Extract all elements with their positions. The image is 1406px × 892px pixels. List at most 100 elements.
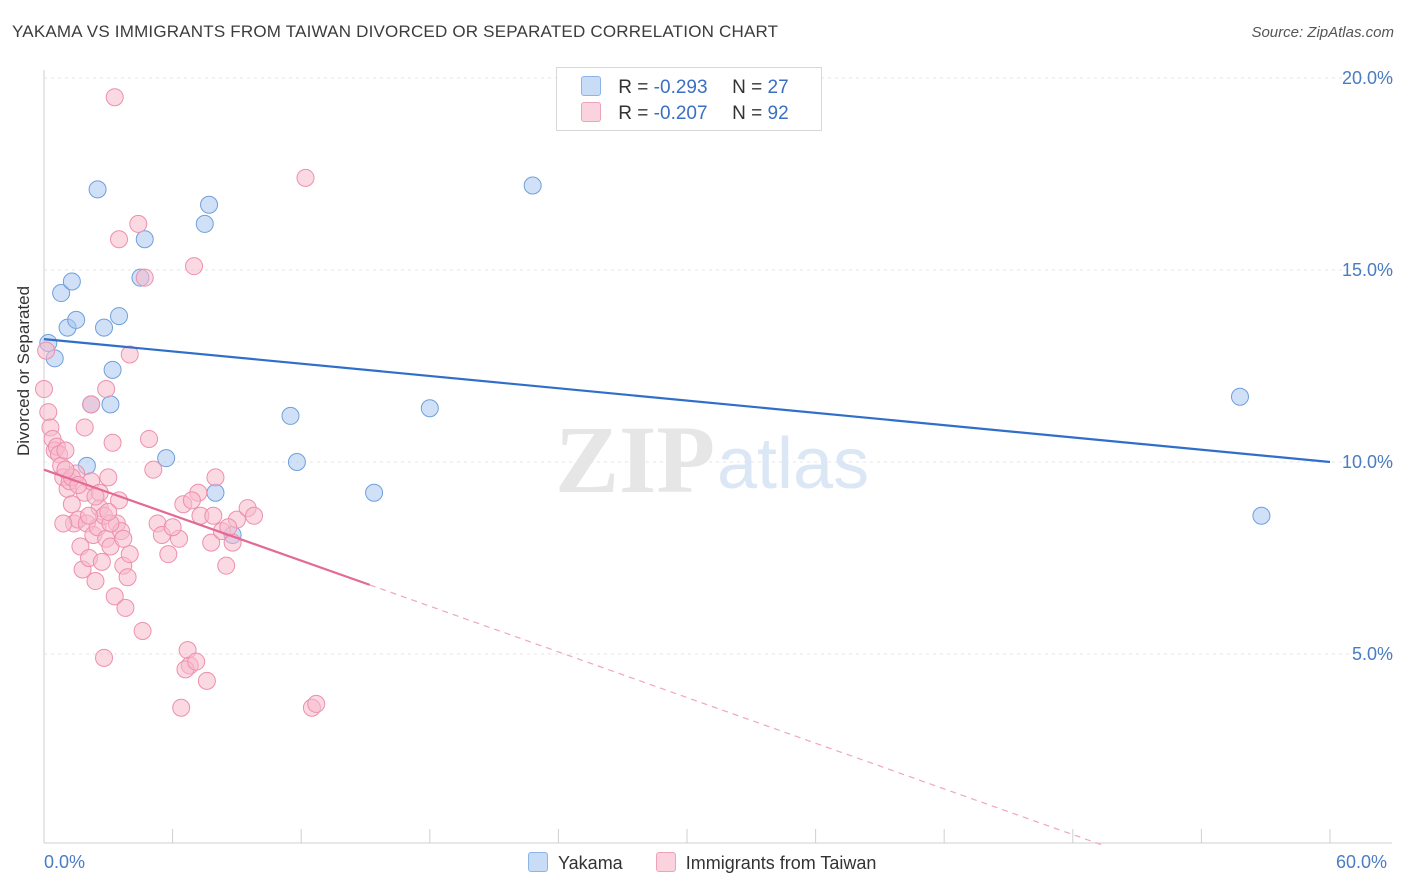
point-taiwan (114, 529, 133, 548)
point-yakama (52, 284, 71, 303)
chart-source: Source: ZipAtlas.com (1251, 24, 1394, 41)
legend-n-value: 92 (767, 103, 789, 124)
chart-title: YAKAMA VS IMMIGRANTS FROM TAIWAN DIVORCE… (12, 22, 779, 41)
legend-item-yakama[interactable]: Yakama (528, 852, 623, 874)
point-taiwan (105, 88, 124, 107)
y-tick-label: 15.0% (1342, 260, 1393, 280)
point-yakama (1230, 387, 1249, 406)
legend-swatch-taiwan (655, 852, 676, 872)
point-yakama (420, 399, 439, 418)
point-taiwan (86, 572, 105, 591)
legend-swatch-taiwan (581, 102, 601, 122)
point-taiwan (204, 506, 223, 525)
point-taiwan (197, 671, 216, 690)
point-taiwan (140, 429, 159, 448)
point-yakama (88, 180, 107, 199)
x-max-label: 60.0% (1336, 852, 1388, 872)
point-taiwan (144, 460, 163, 479)
trend-lines (43, 338, 1331, 847)
legend-n-label: N = (732, 103, 763, 124)
watermark: ZIP atlas (555, 406, 869, 513)
point-yakama (110, 307, 129, 326)
point-taiwan (217, 556, 236, 575)
point-yakama (103, 360, 122, 379)
point-yakama (157, 449, 176, 468)
point-taiwan (35, 380, 53, 399)
point-taiwan (245, 506, 264, 525)
point-yakama (1252, 506, 1271, 525)
point-taiwan (39, 403, 58, 422)
watermark-zip: ZIP (555, 406, 715, 513)
point-taiwan (92, 552, 111, 571)
point-taiwan (296, 168, 315, 187)
point-taiwan (105, 587, 124, 606)
point-yakama (200, 195, 219, 214)
point-yakama (95, 318, 114, 337)
point-taiwan (129, 214, 148, 233)
point-taiwan (187, 652, 206, 671)
point-yakama (206, 483, 225, 502)
legend-n-label: N = (732, 77, 763, 98)
point-taiwan (307, 694, 326, 713)
legend-swatch-yakama (528, 852, 548, 872)
trend-line-taiwan-extension (369, 584, 1106, 847)
point-yakama (281, 406, 300, 425)
point-yakama (195, 214, 214, 233)
point-taiwan (110, 491, 129, 510)
point-taiwan (135, 268, 154, 287)
point-yakama (365, 483, 384, 502)
point-taiwan (37, 341, 56, 360)
point-taiwan (133, 621, 152, 640)
point-taiwan (185, 257, 204, 276)
x-min-label: 0.0% (44, 852, 86, 872)
point-taiwan (116, 598, 135, 617)
point-taiwan (103, 433, 122, 452)
legend-label-yakama: Yakama (558, 853, 623, 873)
point-taiwan (172, 698, 191, 717)
point-yakama (101, 395, 120, 414)
point-taiwan (120, 545, 139, 564)
y-tick-label: 20.0% (1342, 68, 1393, 88)
legend-r-value: -0.293 (653, 77, 708, 98)
point-taiwan (110, 230, 129, 249)
point-taiwan (118, 568, 137, 587)
legend-r-label: R = (618, 103, 649, 124)
point-taiwan (99, 502, 118, 521)
y-axis-label: Divorced or Separated (14, 285, 33, 456)
point-taiwan (97, 380, 116, 399)
point-taiwan (75, 418, 94, 437)
y-tick-label: 10.0% (1342, 452, 1393, 472)
series-legend: Yakama Immigrants from Taiwan (528, 852, 904, 874)
legend-label-taiwan: Immigrants from Taiwan (685, 853, 877, 873)
y-tick-labels: 5.0% 10.0% 15.0% 20.0% (1342, 68, 1393, 664)
point-taiwan (80, 506, 99, 525)
point-taiwan (99, 468, 118, 487)
point-yakama (67, 310, 86, 329)
legend-r-value: -0.207 (653, 103, 708, 124)
point-yakama (523, 176, 542, 195)
point-yakama (135, 230, 154, 249)
stats-legend: R = -0.293 N = 27 R = -0.207 N = 92 (556, 67, 822, 131)
legend-swatch-yakama (581, 76, 601, 96)
grid-lines (44, 77, 1392, 655)
point-taiwan (62, 495, 81, 514)
y-tick-label: 5.0% (1352, 644, 1393, 664)
legend-row-yakama: R = -0.293 N = 27 (581, 76, 789, 100)
legend-r-label: R = (618, 77, 649, 98)
point-taiwan (163, 518, 182, 537)
point-taiwan (202, 533, 221, 552)
point-taiwan (54, 514, 73, 533)
point-yakama (62, 272, 81, 291)
axes (43, 70, 1392, 844)
point-yakama (287, 453, 306, 471)
point-taiwan (82, 395, 101, 414)
point-taiwan (159, 545, 178, 564)
trend-line-yakama (43, 338, 1331, 464)
watermark-atlas: atlas (717, 424, 869, 504)
point-taiwan (56, 441, 75, 460)
legend-item-taiwan[interactable]: Immigrants from Taiwan (655, 852, 877, 874)
legend-row-taiwan: R = -0.207 N = 92 (581, 102, 789, 126)
point-taiwan (95, 648, 114, 667)
trend-line-taiwan (43, 468, 371, 586)
